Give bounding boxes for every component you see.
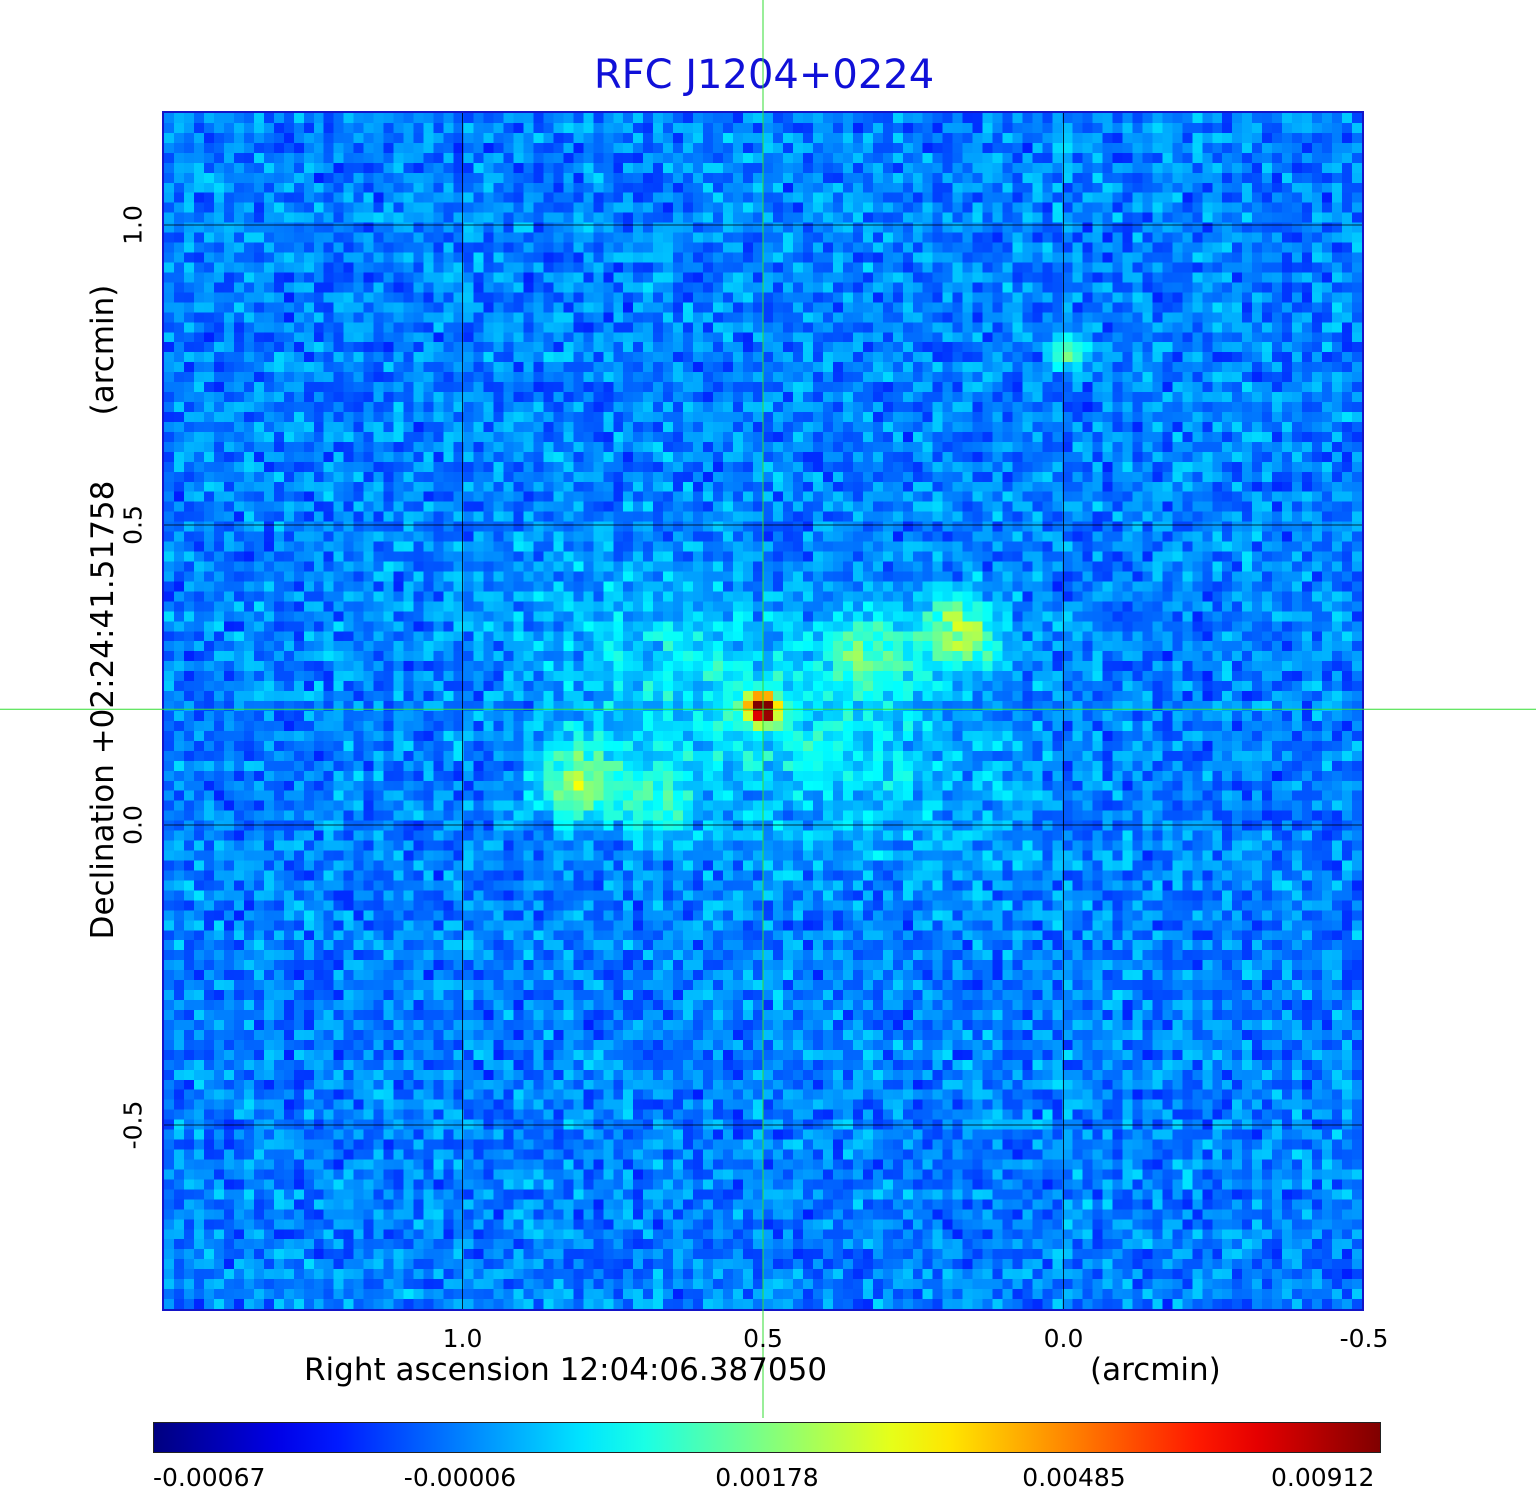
colorbar xyxy=(153,1422,1381,1453)
colorbar-tick-label: 0.00485 xyxy=(1022,1463,1126,1492)
y-tick-label: 1.0 xyxy=(118,205,148,245)
y-tick-label: 0.0 xyxy=(118,805,148,845)
y-tick-label: -0.5 xyxy=(118,1100,148,1150)
x-tick-label: -0.5 xyxy=(1339,1324,1389,1353)
x-tick-label: 0.5 xyxy=(743,1324,783,1353)
x-tick-label: 0.0 xyxy=(1043,1324,1084,1353)
y-axis-label: Declination +02:24:41.51758 xyxy=(85,480,121,940)
x-tick-label: 1.0 xyxy=(442,1324,483,1353)
colorbar-tick-label: 0.00178 xyxy=(715,1463,819,1492)
x-axis-label: Right ascension 12:04:06.387050 xyxy=(304,1352,828,1388)
y-axis-unit: (arcmin) xyxy=(85,284,121,416)
y-tick-label: 0.5 xyxy=(118,505,148,545)
colorbar-tick-label: -0.00006 xyxy=(403,1463,517,1492)
x-axis-unit: (arcmin) xyxy=(1090,1352,1221,1388)
colorbar-tick-label: 0.00912 xyxy=(1271,1463,1375,1492)
colorbar-tick-label: -0.00067 xyxy=(153,1463,266,1492)
chart-title: RFC J1204+0224 xyxy=(593,52,935,98)
